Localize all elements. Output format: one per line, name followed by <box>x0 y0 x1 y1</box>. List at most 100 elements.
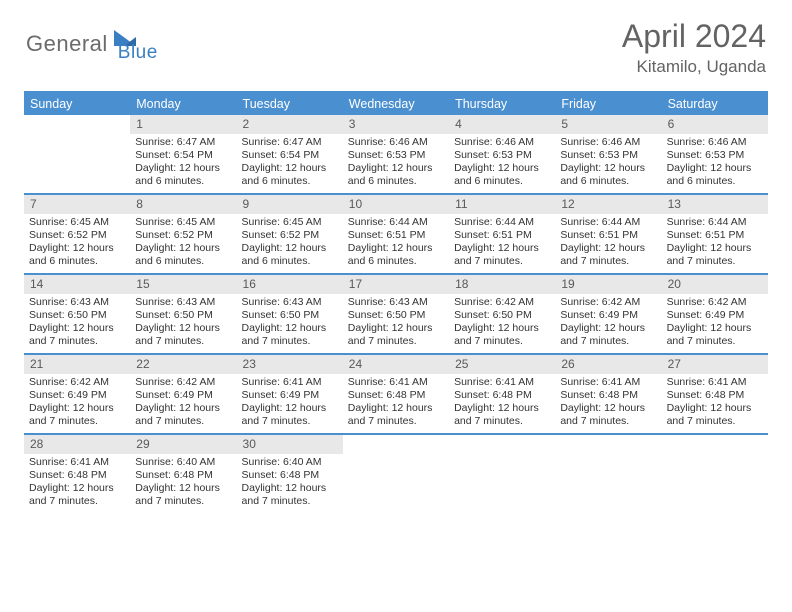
day-cell: 13Sunrise: 6:44 AMSunset: 6:51 PMDayligh… <box>662 195 768 273</box>
day-number <box>343 435 449 454</box>
logo-text-blue: Blue <box>118 42 158 64</box>
title-block: April 2024 Kitamilo, Uganda <box>622 18 766 77</box>
day-cell: 30Sunrise: 6:40 AMSunset: 6:48 PMDayligh… <box>237 435 343 513</box>
day-details: Sunrise: 6:44 AMSunset: 6:51 PMDaylight:… <box>662 214 768 273</box>
day-number <box>662 435 768 454</box>
day-header-saturday: Saturday <box>662 93 768 115</box>
week-row: 7Sunrise: 6:45 AMSunset: 6:52 PMDaylight… <box>24 195 768 275</box>
day-number: 3 <box>343 115 449 134</box>
day-number: 21 <box>24 355 130 374</box>
day-cell: 21Sunrise: 6:42 AMSunset: 6:49 PMDayligh… <box>24 355 130 433</box>
calendar-header-row: SundayMondayTuesdayWednesdayThursdayFrid… <box>24 93 768 115</box>
day-cell: 16Sunrise: 6:43 AMSunset: 6:50 PMDayligh… <box>237 275 343 353</box>
day-details: Sunrise: 6:42 AMSunset: 6:49 PMDaylight:… <box>130 374 236 433</box>
day-number: 19 <box>555 275 661 294</box>
logo: General Blue <box>26 24 158 64</box>
day-number: 7 <box>24 195 130 214</box>
day-cell <box>555 435 661 513</box>
day-cell: 27Sunrise: 6:41 AMSunset: 6:48 PMDayligh… <box>662 355 768 433</box>
week-row: 1Sunrise: 6:47 AMSunset: 6:54 PMDaylight… <box>24 115 768 195</box>
day-details: Sunrise: 6:45 AMSunset: 6:52 PMDaylight:… <box>130 214 236 273</box>
day-number: 2 <box>237 115 343 134</box>
location-subtitle: Kitamilo, Uganda <box>622 57 766 77</box>
day-cell: 15Sunrise: 6:43 AMSunset: 6:50 PMDayligh… <box>130 275 236 353</box>
day-details: Sunrise: 6:44 AMSunset: 6:51 PMDaylight:… <box>343 214 449 273</box>
day-details: Sunrise: 6:45 AMSunset: 6:52 PMDaylight:… <box>24 214 130 273</box>
day-details: Sunrise: 6:41 AMSunset: 6:49 PMDaylight:… <box>237 374 343 433</box>
day-cell: 25Sunrise: 6:41 AMSunset: 6:48 PMDayligh… <box>449 355 555 433</box>
day-cell: 23Sunrise: 6:41 AMSunset: 6:49 PMDayligh… <box>237 355 343 433</box>
day-number: 18 <box>449 275 555 294</box>
day-details: Sunrise: 6:41 AMSunset: 6:48 PMDaylight:… <box>555 374 661 433</box>
day-details: Sunrise: 6:44 AMSunset: 6:51 PMDaylight:… <box>449 214 555 273</box>
day-number: 29 <box>130 435 236 454</box>
day-header-sunday: Sunday <box>24 93 130 115</box>
day-details: Sunrise: 6:46 AMSunset: 6:53 PMDaylight:… <box>343 134 449 193</box>
day-number: 26 <box>555 355 661 374</box>
day-number: 6 <box>662 115 768 134</box>
day-header-tuesday: Tuesday <box>237 93 343 115</box>
day-cell: 22Sunrise: 6:42 AMSunset: 6:49 PMDayligh… <box>130 355 236 433</box>
day-number: 1 <box>130 115 236 134</box>
day-number: 8 <box>130 195 236 214</box>
day-details: Sunrise: 6:43 AMSunset: 6:50 PMDaylight:… <box>130 294 236 353</box>
day-details: Sunrise: 6:42 AMSunset: 6:49 PMDaylight:… <box>662 294 768 353</box>
day-cell <box>24 115 130 193</box>
day-number: 12 <box>555 195 661 214</box>
day-number: 4 <box>449 115 555 134</box>
day-cell: 11Sunrise: 6:44 AMSunset: 6:51 PMDayligh… <box>449 195 555 273</box>
page-header: General Blue April 2024 Kitamilo, Uganda <box>0 0 792 85</box>
day-cell: 6Sunrise: 6:46 AMSunset: 6:53 PMDaylight… <box>662 115 768 193</box>
week-row: 28Sunrise: 6:41 AMSunset: 6:48 PMDayligh… <box>24 435 768 513</box>
day-details: Sunrise: 6:42 AMSunset: 6:50 PMDaylight:… <box>449 294 555 353</box>
day-number: 11 <box>449 195 555 214</box>
day-cell: 10Sunrise: 6:44 AMSunset: 6:51 PMDayligh… <box>343 195 449 273</box>
day-cell: 24Sunrise: 6:41 AMSunset: 6:48 PMDayligh… <box>343 355 449 433</box>
day-details: Sunrise: 6:42 AMSunset: 6:49 PMDaylight:… <box>24 374 130 433</box>
day-number: 27 <box>662 355 768 374</box>
day-cell: 14Sunrise: 6:43 AMSunset: 6:50 PMDayligh… <box>24 275 130 353</box>
day-number <box>449 435 555 454</box>
day-header-friday: Friday <box>555 93 661 115</box>
day-number: 22 <box>130 355 236 374</box>
day-cell: 12Sunrise: 6:44 AMSunset: 6:51 PMDayligh… <box>555 195 661 273</box>
day-number: 30 <box>237 435 343 454</box>
day-number: 5 <box>555 115 661 134</box>
day-cell: 17Sunrise: 6:43 AMSunset: 6:50 PMDayligh… <box>343 275 449 353</box>
day-cell: 5Sunrise: 6:46 AMSunset: 6:53 PMDaylight… <box>555 115 661 193</box>
day-details: Sunrise: 6:43 AMSunset: 6:50 PMDaylight:… <box>237 294 343 353</box>
day-cell: 28Sunrise: 6:41 AMSunset: 6:48 PMDayligh… <box>24 435 130 513</box>
day-number: 14 <box>24 275 130 294</box>
day-details: Sunrise: 6:40 AMSunset: 6:48 PMDaylight:… <box>130 454 236 513</box>
day-number <box>24 115 130 134</box>
day-cell <box>662 435 768 513</box>
day-header-wednesday: Wednesday <box>343 93 449 115</box>
month-title: April 2024 <box>622 18 766 55</box>
day-number: 16 <box>237 275 343 294</box>
day-number: 9 <box>237 195 343 214</box>
day-header-thursday: Thursday <box>449 93 555 115</box>
day-cell: 2Sunrise: 6:47 AMSunset: 6:54 PMDaylight… <box>237 115 343 193</box>
day-cell: 8Sunrise: 6:45 AMSunset: 6:52 PMDaylight… <box>130 195 236 273</box>
day-details: Sunrise: 6:42 AMSunset: 6:49 PMDaylight:… <box>555 294 661 353</box>
day-details: Sunrise: 6:41 AMSunset: 6:48 PMDaylight:… <box>662 374 768 433</box>
day-details: Sunrise: 6:46 AMSunset: 6:53 PMDaylight:… <box>555 134 661 193</box>
day-details: Sunrise: 6:41 AMSunset: 6:48 PMDaylight:… <box>24 454 130 513</box>
day-cell: 18Sunrise: 6:42 AMSunset: 6:50 PMDayligh… <box>449 275 555 353</box>
day-details: Sunrise: 6:43 AMSunset: 6:50 PMDaylight:… <box>343 294 449 353</box>
day-details: Sunrise: 6:43 AMSunset: 6:50 PMDaylight:… <box>24 294 130 353</box>
day-cell: 1Sunrise: 6:47 AMSunset: 6:54 PMDaylight… <box>130 115 236 193</box>
day-cell: 7Sunrise: 6:45 AMSunset: 6:52 PMDaylight… <box>24 195 130 273</box>
day-details: Sunrise: 6:46 AMSunset: 6:53 PMDaylight:… <box>449 134 555 193</box>
day-cell: 26Sunrise: 6:41 AMSunset: 6:48 PMDayligh… <box>555 355 661 433</box>
day-details: Sunrise: 6:41 AMSunset: 6:48 PMDaylight:… <box>449 374 555 433</box>
day-details: Sunrise: 6:47 AMSunset: 6:54 PMDaylight:… <box>130 134 236 193</box>
day-header-monday: Monday <box>130 93 236 115</box>
day-cell: 9Sunrise: 6:45 AMSunset: 6:52 PMDaylight… <box>237 195 343 273</box>
day-cell: 29Sunrise: 6:40 AMSunset: 6:48 PMDayligh… <box>130 435 236 513</box>
day-cell: 4Sunrise: 6:46 AMSunset: 6:53 PMDaylight… <box>449 115 555 193</box>
day-number: 17 <box>343 275 449 294</box>
day-number: 15 <box>130 275 236 294</box>
day-cell <box>343 435 449 513</box>
logo-text-general: General <box>26 31 108 57</box>
